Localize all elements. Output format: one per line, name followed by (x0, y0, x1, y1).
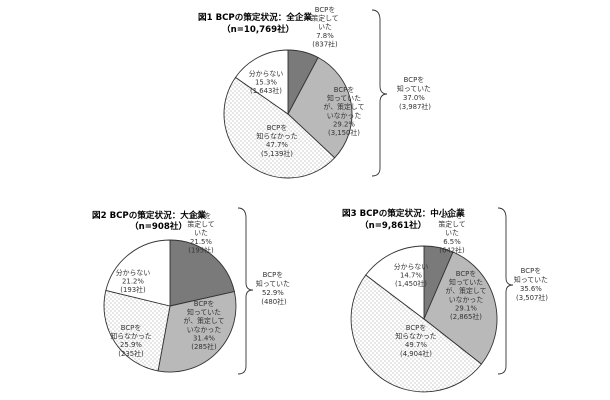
slice-known-not-drafted (423, 251, 498, 365)
slice-label: BCPを策定していた 21.5% (195社) (187, 212, 214, 254)
slice-unknown (234, 49, 289, 115)
pie-slices (103, 239, 237, 373)
chart-title: 図2 BCPの策定状況：大企業 (92, 209, 206, 221)
chart-subtitle: （n=9,861社） (360, 219, 426, 231)
slice-label: BCPを知らなかった 47.7% (5,139社) (256, 124, 297, 158)
slice-label: BCPを知らなかった 49.7% (4,904社) (395, 324, 436, 358)
chart-subtitle: （n=10,769社） (222, 23, 294, 35)
pie-labels: BCPを策定していた 6.5% (642社) BCPを知っていたが、策定していなかった… (394, 212, 487, 358)
slice-known-drafted (169, 239, 235, 307)
slice-not-known (103, 289, 171, 372)
pie-slices (350, 245, 498, 393)
chart-title: 図1 BCPの策定状況：全企業 (198, 11, 312, 23)
slice-known-not-drafted (287, 56, 353, 159)
bracket-label: BCPを 知っていた 37.0% (3,987社) (397, 76, 433, 111)
slice-label: BCPを知っていたが、策定していなかった 29.2% (3,150社) (324, 86, 365, 137)
bracket-brace (237, 207, 254, 375)
bracket-brace (497, 207, 514, 375)
slice-not-known (350, 274, 483, 393)
pie-labels: BCPを策定していた 21.5% (195社) BCPを知っていたが、策定していなかっ… (110, 212, 224, 358)
slice-known-not-drafted (157, 291, 237, 373)
chart-small-medium-companies: 図3 BCPの策定状況：中小企業 （n=9,861社） BCPを策定していた 6.… (342, 207, 550, 393)
chart-all-companies: 図1 BCPの策定状況：全企業 （n=10,769社） BCPを策定していた 7.… (198, 6, 433, 179)
slice-label: BCPを知っていたが、策定していなかった 29.1% (2,865社) (446, 270, 487, 321)
slice-unknown (365, 245, 425, 320)
slice-label: BCPを知っていたが、策定していなかった 31.4% (285社) (184, 300, 225, 351)
slice-label: BCPを知らなかった 25.9% (235社) (110, 324, 151, 358)
slice-label: BCPを策定していた 6.5% (642社) (438, 212, 465, 254)
pie-slices (223, 49, 353, 179)
bracket-brace (371, 9, 388, 177)
slice-unknown (105, 239, 171, 307)
pie-labels: BCPを策定していた 7.8% (837社) BCPを知っていたが、策定していなかった… (249, 6, 365, 158)
bracket-label: BCPを 知っていた 52.9% (480社) (256, 271, 292, 306)
chart-subtitle: （n=908社） (130, 220, 187, 232)
chart-title: 図3 BCPの策定状況：中小企業 (342, 207, 465, 219)
slice-label: 分からない 15.3% (1,643社) (249, 69, 284, 95)
bracket-label: BCPを 知っていた 35.6% (3,507社) (514, 267, 550, 302)
chart-large-companies: 図2 BCPの策定状況：大企業 （n=908社） BCPを策定していた 21.5%… (92, 207, 292, 375)
slice-label: 分からない 21.2% (193社) (116, 268, 151, 294)
slice-not-known (223, 76, 336, 179)
slice-label: BCPを策定していた 7.8% (837社) (311, 6, 338, 48)
slice-label: 分からない 14.7% (1,450社) (394, 262, 429, 288)
